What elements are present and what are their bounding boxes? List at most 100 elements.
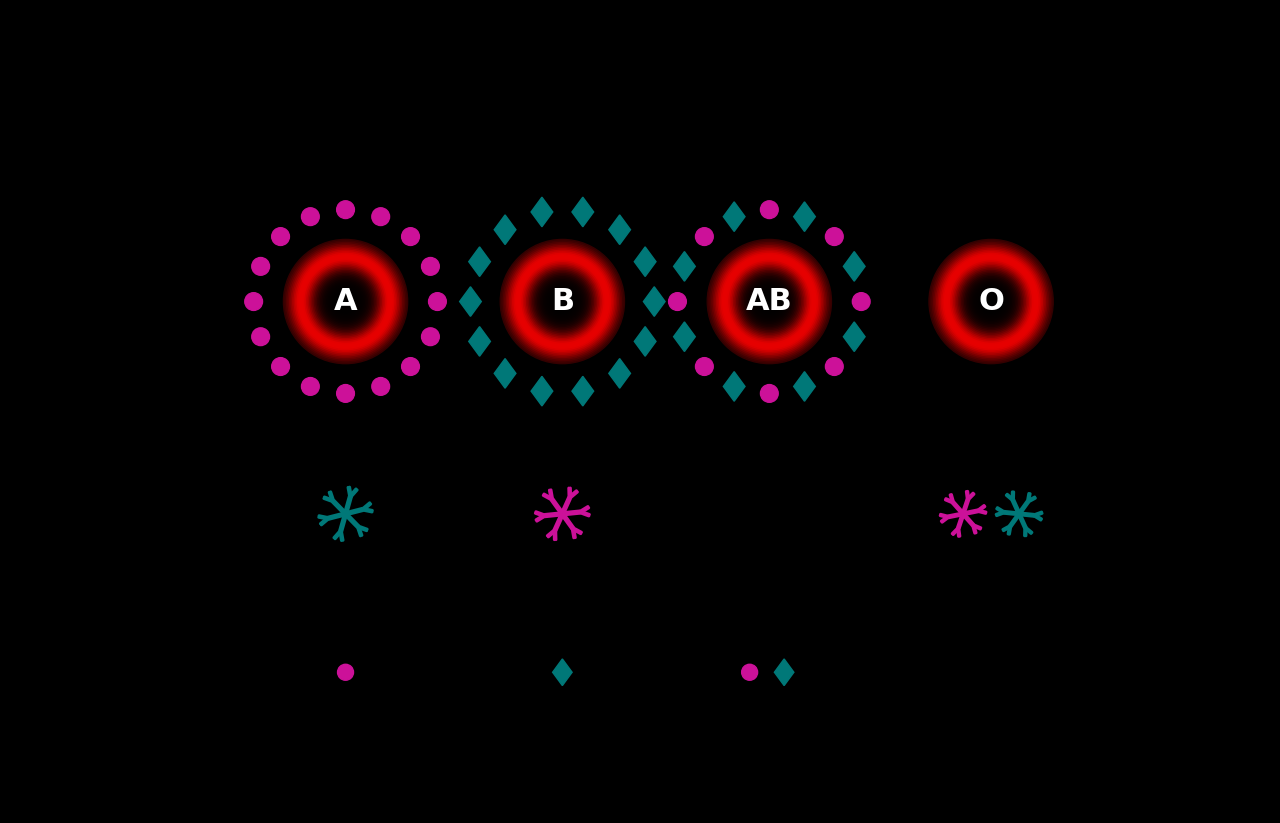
Circle shape bbox=[852, 293, 870, 310]
Circle shape bbox=[271, 228, 289, 245]
Circle shape bbox=[737, 269, 803, 334]
Circle shape bbox=[963, 273, 1019, 329]
Circle shape bbox=[302, 207, 319, 226]
Circle shape bbox=[516, 255, 609, 348]
Circle shape bbox=[421, 258, 439, 275]
Circle shape bbox=[371, 207, 389, 226]
Circle shape bbox=[325, 281, 366, 322]
Circle shape bbox=[301, 257, 390, 346]
Circle shape bbox=[503, 243, 621, 360]
Circle shape bbox=[932, 243, 1050, 360]
Circle shape bbox=[826, 228, 844, 245]
Circle shape bbox=[540, 280, 584, 323]
Circle shape bbox=[724, 257, 814, 346]
Circle shape bbox=[285, 241, 406, 362]
Polygon shape bbox=[553, 659, 572, 686]
Circle shape bbox=[957, 267, 1025, 336]
Circle shape bbox=[518, 258, 605, 345]
Circle shape bbox=[950, 259, 1033, 343]
Circle shape bbox=[531, 271, 594, 332]
Circle shape bbox=[764, 297, 774, 306]
Circle shape bbox=[940, 250, 1042, 353]
Circle shape bbox=[762, 294, 777, 309]
Circle shape bbox=[710, 243, 828, 360]
Circle shape bbox=[340, 297, 351, 306]
Polygon shape bbox=[774, 659, 794, 686]
Circle shape bbox=[977, 287, 1005, 315]
Circle shape bbox=[760, 292, 778, 311]
Circle shape bbox=[502, 241, 623, 362]
Circle shape bbox=[749, 281, 790, 322]
Circle shape bbox=[718, 250, 820, 353]
Circle shape bbox=[550, 289, 575, 314]
Circle shape bbox=[709, 241, 829, 362]
Circle shape bbox=[312, 269, 378, 334]
Circle shape bbox=[933, 244, 1048, 359]
Circle shape bbox=[513, 252, 612, 351]
Circle shape bbox=[721, 253, 818, 350]
Circle shape bbox=[338, 294, 353, 309]
Circle shape bbox=[302, 258, 389, 345]
Circle shape bbox=[344, 300, 347, 303]
Circle shape bbox=[289, 245, 402, 357]
Circle shape bbox=[668, 293, 686, 310]
Circle shape bbox=[961, 272, 1020, 331]
Circle shape bbox=[754, 286, 785, 317]
Circle shape bbox=[294, 250, 397, 353]
Polygon shape bbox=[635, 247, 655, 277]
Circle shape bbox=[941, 252, 1041, 351]
Circle shape bbox=[421, 328, 439, 346]
Circle shape bbox=[974, 285, 1009, 319]
Circle shape bbox=[288, 244, 403, 359]
Circle shape bbox=[713, 245, 826, 357]
Circle shape bbox=[522, 261, 603, 342]
Circle shape bbox=[726, 258, 813, 345]
Circle shape bbox=[524, 263, 602, 341]
Circle shape bbox=[321, 277, 370, 327]
Circle shape bbox=[252, 328, 270, 346]
Circle shape bbox=[746, 278, 792, 325]
Circle shape bbox=[300, 255, 392, 348]
Circle shape bbox=[947, 258, 1034, 345]
Circle shape bbox=[311, 267, 380, 336]
Circle shape bbox=[508, 247, 617, 356]
Circle shape bbox=[319, 275, 372, 328]
Circle shape bbox=[308, 264, 383, 339]
Circle shape bbox=[731, 263, 808, 341]
Circle shape bbox=[989, 300, 993, 303]
Circle shape bbox=[975, 286, 1006, 317]
Circle shape bbox=[554, 294, 570, 309]
Circle shape bbox=[929, 239, 1053, 364]
Circle shape bbox=[343, 299, 348, 305]
Circle shape bbox=[755, 287, 783, 315]
Circle shape bbox=[732, 264, 806, 339]
Circle shape bbox=[316, 272, 375, 331]
Circle shape bbox=[547, 286, 577, 317]
Circle shape bbox=[943, 253, 1039, 350]
Circle shape bbox=[748, 280, 791, 323]
Circle shape bbox=[303, 259, 388, 343]
Circle shape bbox=[252, 258, 270, 275]
Polygon shape bbox=[468, 327, 490, 356]
Circle shape bbox=[982, 292, 1001, 311]
Circle shape bbox=[429, 293, 447, 310]
Circle shape bbox=[745, 277, 794, 327]
Circle shape bbox=[529, 267, 596, 336]
Circle shape bbox=[733, 266, 805, 337]
Circle shape bbox=[936, 245, 1047, 357]
Circle shape bbox=[767, 299, 772, 305]
Polygon shape bbox=[844, 322, 865, 351]
Circle shape bbox=[538, 277, 588, 327]
Circle shape bbox=[332, 287, 360, 315]
Polygon shape bbox=[531, 198, 553, 227]
Circle shape bbox=[509, 249, 616, 355]
Circle shape bbox=[826, 358, 844, 375]
Circle shape bbox=[334, 291, 356, 313]
Circle shape bbox=[371, 378, 389, 395]
Polygon shape bbox=[572, 376, 594, 406]
Circle shape bbox=[536, 275, 589, 328]
Circle shape bbox=[338, 664, 353, 681]
Circle shape bbox=[750, 283, 788, 320]
Polygon shape bbox=[673, 252, 695, 281]
Circle shape bbox=[339, 295, 352, 308]
